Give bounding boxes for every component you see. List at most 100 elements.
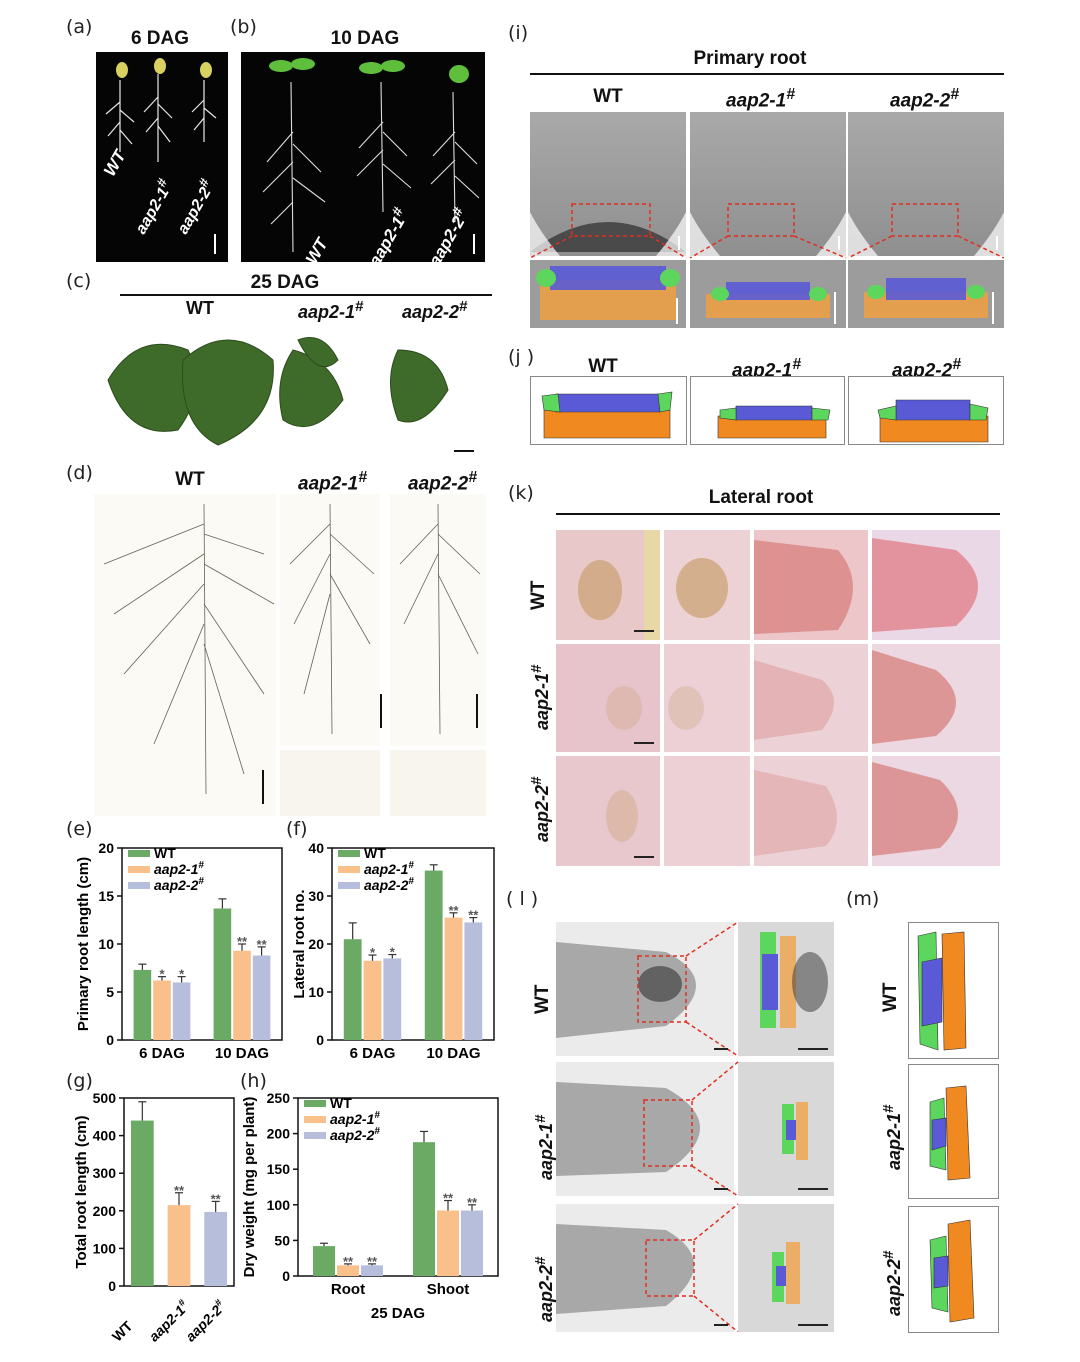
panel-i-rule [530,73,1004,75]
legend-entry: aap2-1# [330,1110,380,1127]
legend-entry: WT [330,1095,352,1111]
bar [444,917,463,1040]
bar [361,1265,383,1276]
bar [130,1120,154,1286]
significance-marker: * [179,967,185,982]
bar [464,922,483,1040]
m-label-aap22-text: aap2-2 [884,1258,904,1316]
panel-k-title: Lateral root [708,487,814,508]
superscript: # [355,298,364,315]
panel-label-j: (j ) [508,346,535,368]
leaf-photos-25dag [107,337,474,452]
lateral-root-micrographs [556,530,1000,866]
d-label-aap22: aap2-2# [408,469,477,495]
y-tick-label: 400 [93,1128,117,1144]
c-label-aap21-text: aap2-1 [298,302,356,322]
panel-k-rule [556,513,1000,515]
superscript: # [528,776,545,785]
y-tick-label: 500 [93,1090,117,1106]
y-tick-label: 0 [316,1032,324,1048]
superscript: # [358,469,368,486]
significance-marker: * [159,967,165,982]
m-label-wt-text: WT [880,982,901,1012]
d-label-aap21-text: aap2-1 [298,473,359,495]
m-label-aap21-text: aap2-1 [884,1112,904,1170]
root-system-photos [94,494,486,816]
x-tick-label: Shoot [427,1281,470,1298]
x-tick-label: 6 DAG [350,1045,396,1062]
k-label-aap21: aap2-1# [528,665,553,730]
primary-root-cell-diagrams [530,376,1004,445]
l-label-wt: WT [532,984,554,1014]
y-tick-label: 250 [267,1090,291,1106]
bar [383,958,402,1040]
legend-entry: aap2-2# [154,876,204,893]
c-label-aap21: aap2-1# [298,298,363,323]
panel-label-d: (d) [66,462,93,484]
significance-marker: ** [343,1254,354,1269]
bar [337,1265,359,1276]
bar [204,1211,228,1286]
lateral-root-cell-diagrams [908,922,999,1333]
bar [167,1205,191,1286]
seedling-drawing [262,58,480,254]
seedling-photo-6dag [96,52,228,262]
legend-swatch [338,850,360,857]
panel-label-g: (g) [66,1070,93,1092]
chart-dry-weight: 0 50 100 150 200 250 Dry weight (mg per plant)… [241,1090,499,1322]
panel-label-m: (m) [846,888,880,910]
y-tick-label: 30 [308,888,324,904]
l-label-aap21: aap2-1# [532,1115,557,1180]
bar [413,1142,435,1276]
significance-marker: ** [443,1191,454,1206]
legend-entry: aap2-2# [364,876,414,893]
superscript: # [374,1110,380,1121]
legend-entry: WT [154,845,176,861]
superscript: # [176,1297,188,1309]
legend-swatch [304,1116,326,1123]
superscript: # [213,1297,225,1309]
x-tick-label: 10 DAG [215,1045,269,1062]
panel-c-rule [120,294,492,296]
panel-c-title: 25 DAG [250,272,320,293]
x-tick-label: 10 DAG [426,1045,480,1062]
superscript: # [198,860,204,871]
superscript: # [532,1256,549,1265]
superscript: # [532,1114,549,1123]
bar [313,1246,335,1276]
j-label-wt: WT [588,356,618,377]
significance-marker: ** [467,1195,478,1210]
l-label-aap21-text: aap2-1 [536,1122,556,1180]
y-tick-label: 50 [274,1232,290,1248]
y-tick-label: 200 [267,1126,291,1142]
primary-root-micrographs [530,112,1004,328]
significance-marker: ** [468,908,479,923]
x-tick-label: aap2-2# [181,1297,229,1345]
chart-primary-root-length: 0 5 10 15 20 Primary root length (cm) 6 DAG 10 … [75,840,283,1062]
superscript: # [792,356,802,373]
panel-label-e: (e) [66,818,93,840]
y-tick-label: 10 [98,936,114,952]
significance-marker: * [390,945,396,960]
lateral-root-tip-micrographs [556,922,834,1332]
superscript: # [408,860,414,871]
legend-swatch [128,866,150,873]
y-tick-label: 10 [308,984,324,1000]
significance-marker: ** [174,1183,185,1198]
superscript: # [374,1126,380,1137]
x-tick-label: Root [331,1281,365,1298]
superscript: # [880,1104,897,1113]
superscript: # [528,664,545,673]
bar [153,980,171,1040]
bar [437,1210,459,1276]
legend-entry: aap2-1# [154,860,204,877]
i-label-aap21-text: aap2-1 [726,90,787,112]
k-label-wt-text: WT [528,580,549,610]
panel-label-i: (i) [508,22,529,44]
panel-label-k: (k) [508,482,534,504]
l-label-aap22: aap2-2# [532,1257,557,1322]
superscript: # [952,356,962,373]
significance-marker: ** [367,1254,378,1269]
y-tick-label: 20 [308,936,324,952]
